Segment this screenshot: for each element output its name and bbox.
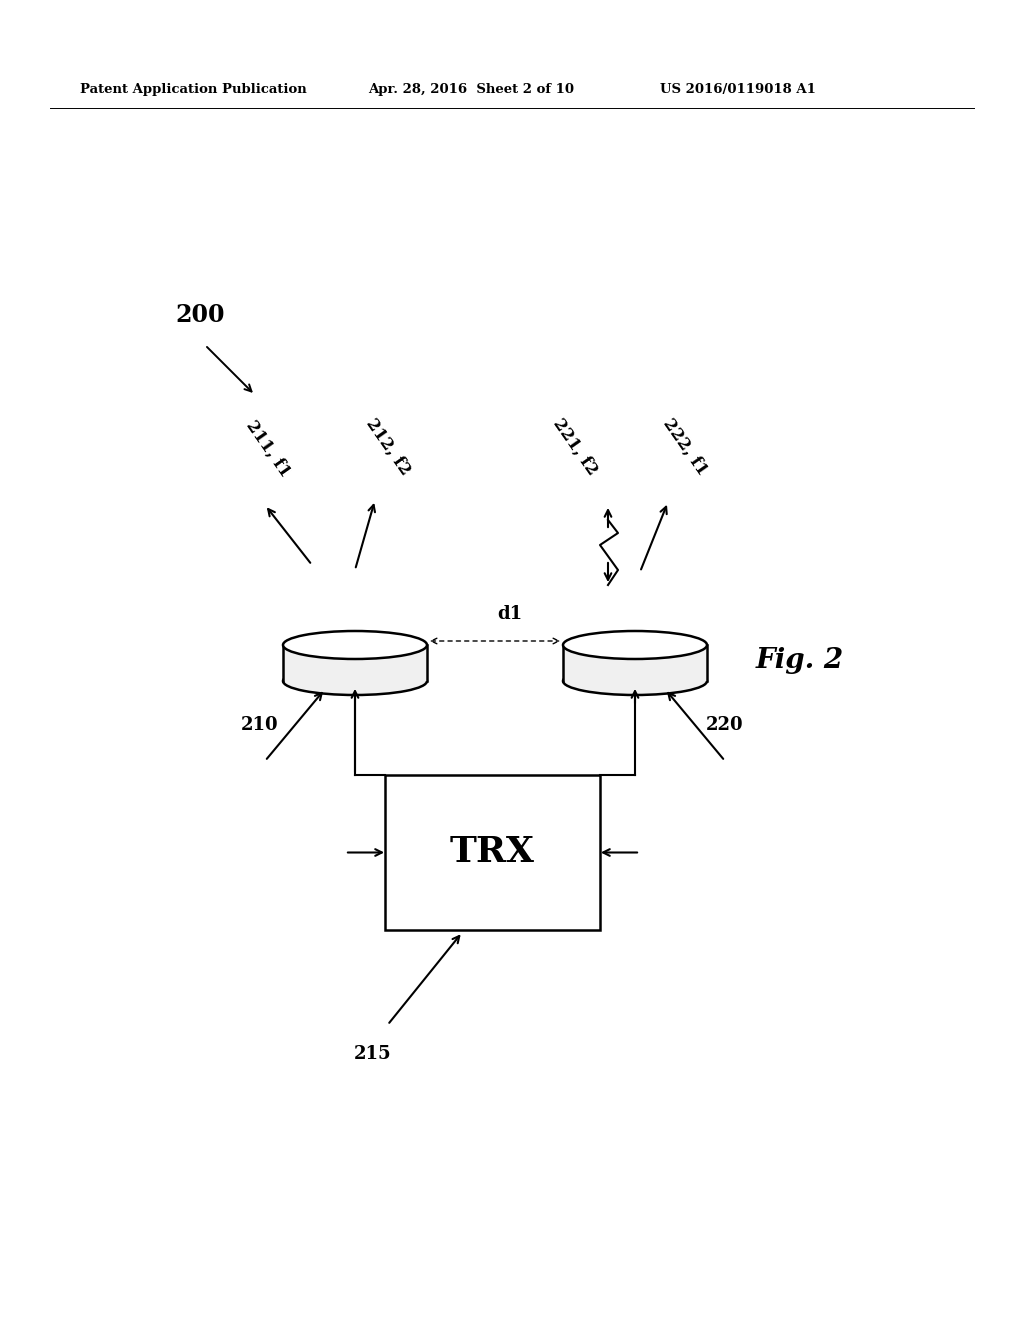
Text: TRX: TRX bbox=[450, 836, 535, 870]
Text: 211, f1: 211, f1 bbox=[243, 417, 294, 480]
Text: Patent Application Publication: Patent Application Publication bbox=[80, 83, 307, 96]
Text: Apr. 28, 2016  Sheet 2 of 10: Apr. 28, 2016 Sheet 2 of 10 bbox=[368, 83, 574, 96]
Ellipse shape bbox=[563, 631, 707, 659]
Text: 210: 210 bbox=[242, 715, 279, 734]
Text: Fig. 2: Fig. 2 bbox=[756, 647, 844, 673]
Bar bbox=[563, 645, 707, 681]
Text: US 2016/0119018 A1: US 2016/0119018 A1 bbox=[660, 83, 816, 96]
Bar bbox=[385, 775, 600, 931]
Text: 212, f2: 212, f2 bbox=[362, 414, 414, 478]
Text: 220: 220 bbox=[707, 715, 743, 734]
Ellipse shape bbox=[563, 667, 707, 696]
Text: 200: 200 bbox=[175, 304, 224, 327]
Bar bbox=[283, 645, 427, 681]
Ellipse shape bbox=[283, 631, 427, 659]
Text: 222, f1: 222, f1 bbox=[659, 414, 711, 478]
Ellipse shape bbox=[283, 667, 427, 696]
Text: 221, f2: 221, f2 bbox=[549, 414, 601, 478]
Text: 215: 215 bbox=[353, 1045, 391, 1063]
Text: d1: d1 bbox=[498, 605, 522, 623]
